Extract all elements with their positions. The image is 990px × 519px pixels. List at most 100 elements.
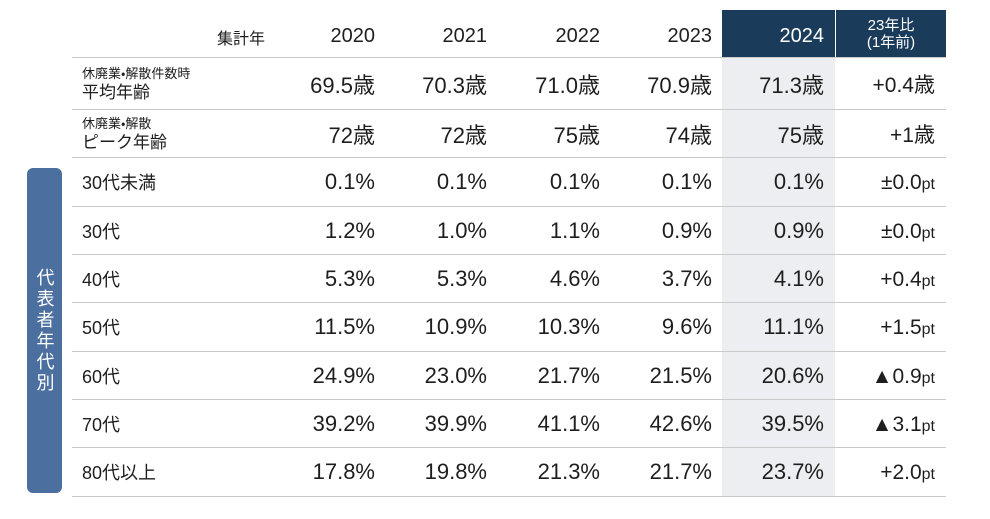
row-label-title: 40代 [82, 269, 121, 290]
row-label-title: 平均年齢 [82, 82, 150, 102]
row-label-cell: 80代以上 [72, 448, 275, 496]
change-cell: ±0.0pt [835, 158, 946, 206]
change-unit: pt [921, 417, 935, 435]
table-row: 40代 5.3% 5.3% 4.6% 3.7% 4.1% +0.4pt [72, 255, 946, 303]
change-value: +0.4歳 [872, 73, 935, 97]
change-value: +1歳 [890, 123, 935, 147]
change-unit: pt [921, 369, 935, 387]
value-cell-2024: 11.1% [722, 303, 835, 351]
value-cell-2020: 5.3% [324, 265, 375, 291]
data-table: 集計年 2020 2021 2022 2023 2024 23年比 (1年前) … [72, 10, 946, 497]
row-label-cell: 休廃業・解散件数時 平均年齢 [72, 58, 275, 109]
change-value: +1.5 [880, 316, 922, 339]
value-cell-2021: 19.8% [424, 459, 487, 484]
row-label-title: 50代 [82, 318, 121, 338]
value-cell-2023: 42.6% [649, 410, 712, 436]
change-unit: pt [921, 224, 935, 242]
value-cell-2020: 0.1% [324, 169, 375, 194]
change-text: ▲3.1pt [872, 411, 935, 437]
value-cell-2021: 70.3歳 [422, 72, 487, 98]
change-value: ▲3.1 [871, 412, 922, 436]
change-header: 23年比 (1年前) [835, 10, 946, 57]
value-cell-2022: 1.1% [549, 217, 600, 243]
table-row: 80代以上 17.8% 19.8% 21.3% 21.7% 23.7% +2.0pt [72, 448, 946, 497]
value-cell-2024: 0.9% [722, 207, 835, 254]
value-cell-2024: 20.6% [722, 352, 835, 399]
age-group-label-box: 代表者年代別 [27, 168, 62, 493]
row-label-title: 70代 [82, 414, 121, 435]
table-body: 休廃業・解散件数時 平均年齢 69.5歳 70.3歳 71.0歳 70.9歳 71.3歳 +0… [72, 58, 946, 497]
value-cell-2024: 0.1% [722, 158, 835, 206]
value-cell-2024: 39.5% [722, 400, 835, 447]
value-cell-2022: 71.0歳 [535, 72, 600, 98]
value-cell-2023: 70.9歳 [647, 72, 712, 98]
row-label-title: 30代未満 [82, 173, 157, 193]
value-cell-2020: 24.9% [312, 362, 375, 388]
row-label-cell: 50代 [72, 303, 275, 351]
row-label-cell: 30代 [72, 207, 275, 254]
change-value: ±0.0 [880, 171, 922, 194]
value-cell-2020: 72歳 [328, 122, 375, 148]
row-label-title: 80代以上 [82, 463, 157, 483]
table-row: 休廃業・解散 ピーク年齢 72歳 72歳 75歳 74歳 75歳 +1歳 [72, 110, 946, 158]
table-row: 30代 1.2% 1.0% 1.1% 0.9% 0.9% ±0.0pt [72, 207, 946, 255]
year-header-2020: 2020 [330, 25, 376, 47]
row-label-cell: 40代 [72, 255, 275, 302]
value-cell-2022: 21.3% [537, 459, 600, 484]
row-label-subtitle: 休廃業・解散件数時 [82, 65, 191, 81]
change-text: +1.5pt [880, 314, 935, 340]
change-unit: pt [921, 321, 935, 338]
value-cell-2021: 5.3% [436, 265, 487, 291]
change-value: +0.4 [880, 267, 922, 291]
year-header-2022: 2022 [555, 25, 601, 47]
value-cell-2021: 39.9% [424, 410, 487, 436]
value-cell-2022: 4.6% [549, 265, 600, 291]
table-row: 50代 11.5% 10.9% 10.3% 9.6% 11.1% +1.5pt [72, 303, 946, 352]
row-label-subtitle: 休廃業・解散 [82, 115, 152, 131]
value-cell-2021: 10.9% [424, 314, 487, 339]
value-cell-2023: 74歳 [665, 122, 712, 148]
value-cell-2023: 3.7% [661, 265, 712, 291]
change-header-line1: 23年比 [867, 16, 915, 34]
value-cell-2020: 39.2% [312, 410, 375, 436]
value-cell-2023: 21.7% [649, 459, 712, 484]
change-unit: pt [921, 272, 935, 290]
change-text: +1歳 [890, 119, 935, 149]
change-text: ±0.0pt [881, 218, 935, 244]
change-cell: +0.4歳 [835, 58, 946, 109]
value-cell-2021: 72歳 [440, 122, 487, 148]
change-text: ±0.0pt [881, 169, 935, 195]
row-label-title: 60代 [82, 366, 121, 387]
change-header-line2: (1年前) [866, 33, 916, 51]
value-cell-2022: 10.3% [537, 314, 600, 339]
value-cell-2022: 75歳 [553, 122, 600, 148]
change-text: +0.4歳 [873, 69, 935, 99]
change-text: +0.4pt [880, 266, 935, 292]
value-cell-2023: 0.1% [661, 169, 712, 194]
change-value: +2.0 [880, 461, 922, 484]
value-cell-2024: 23.7% [722, 448, 835, 496]
value-cell-2024: 75歳 [722, 110, 835, 157]
value-cell-2020: 17.8% [312, 459, 375, 484]
value-cell-2022: 0.1% [549, 169, 600, 194]
year-header-2023: 2023 [667, 25, 713, 47]
row-label-title: ピーク年齢 [82, 132, 167, 152]
row-label-cell: 休廃業・解散 ピーク年齢 [72, 110, 275, 157]
change-cell: ±0.0pt [835, 207, 946, 254]
year-label-header: 集計年 [216, 30, 265, 48]
row-label-title: 30代 [82, 221, 121, 242]
change-cell: +0.4pt [835, 255, 946, 302]
change-unit: pt [921, 176, 935, 193]
value-cell-2021: 23.0% [424, 362, 487, 388]
change-text: ▲0.9pt [872, 363, 935, 389]
change-cell: +1.5pt [835, 303, 946, 351]
value-cell-2024: 4.1% [722, 255, 835, 302]
change-cell: ▲0.9pt [835, 352, 946, 399]
change-cell: +2.0pt [835, 448, 946, 496]
change-value: ±0.0 [880, 219, 922, 243]
row-label-cell: 60代 [72, 352, 275, 399]
value-cell-2022: 41.1% [537, 410, 600, 436]
change-unit: pt [921, 466, 935, 483]
table-row: 70代 39.2% 39.9% 41.1% 42.6% 39.5% ▲3.1pt [72, 400, 946, 448]
change-cell: ▲3.1pt [835, 400, 946, 447]
